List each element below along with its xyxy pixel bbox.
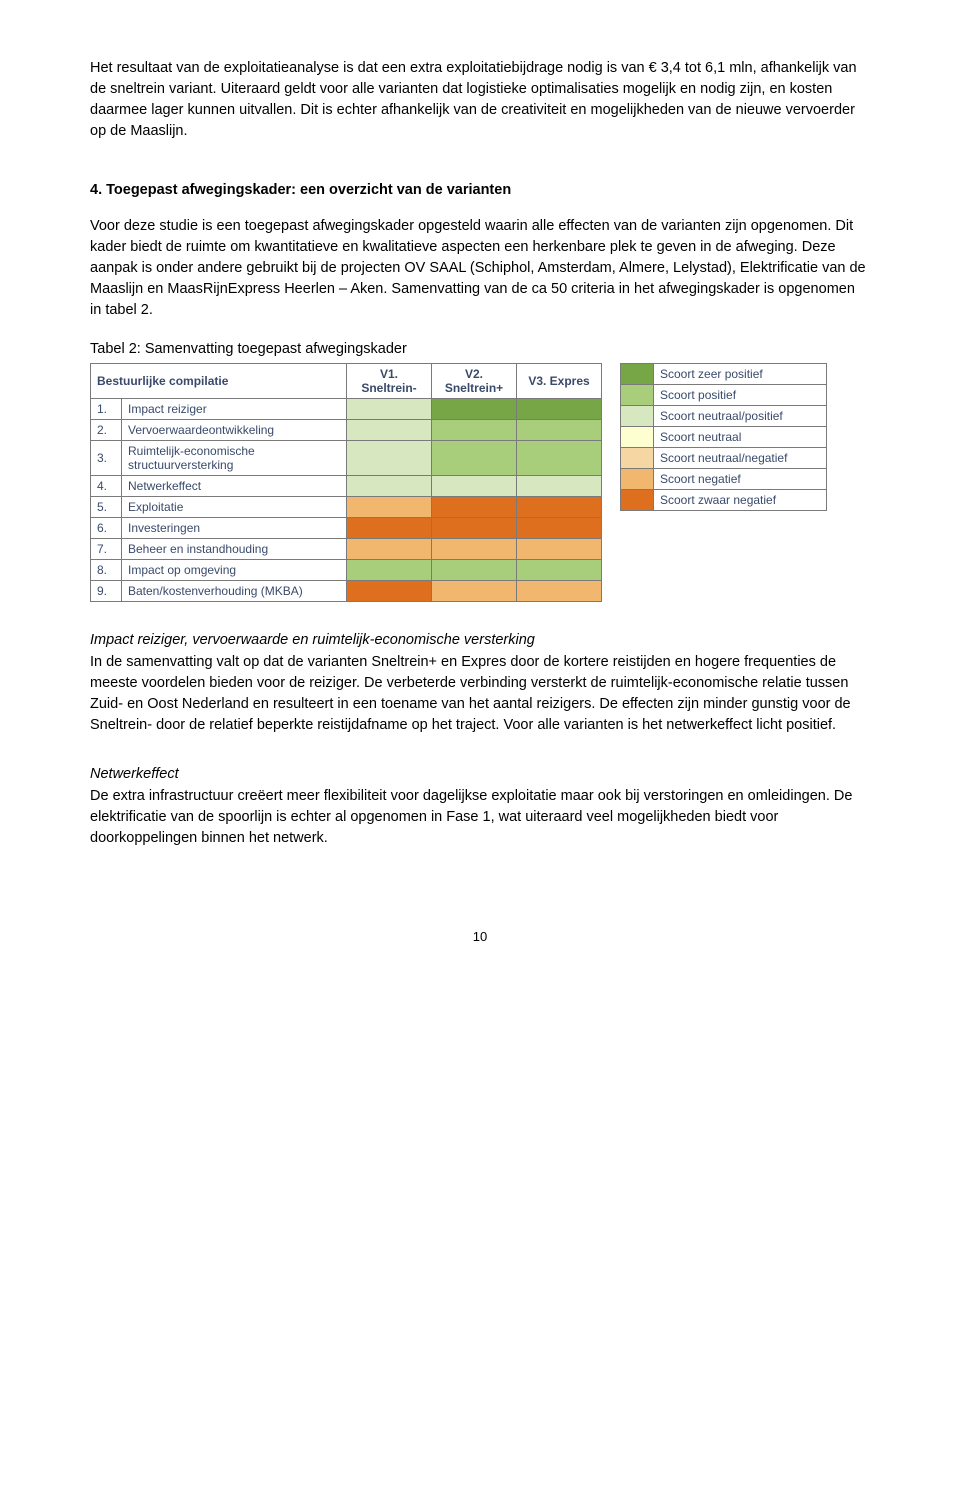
table-row: 3.Ruimtelijk-economische structuurverste…	[91, 441, 602, 476]
score-cell	[347, 581, 432, 602]
legend-label: Scoort positief	[654, 385, 827, 406]
table-row: 9.Baten/kostenverhouding (MKBA)	[91, 581, 602, 602]
legend-swatch	[621, 490, 654, 511]
table-row: 8.Impact op omgeving	[91, 560, 602, 581]
row-label: Impact reiziger	[122, 399, 347, 420]
legend-row: Scoort neutraal/negatief	[621, 448, 827, 469]
document-page: Het resultaat van de exploitatieanalyse …	[0, 0, 960, 984]
subsection-impact-reiziger-paragraph: In de samenvatting valt op dat de varian…	[90, 652, 870, 736]
intro-paragraph: Het resultaat van de exploitatieanalyse …	[90, 58, 870, 142]
score-cell	[432, 518, 517, 539]
legend-label: Scoort zwaar negatief	[654, 490, 827, 511]
row-label: Investeringen	[122, 518, 347, 539]
row-label: Ruimtelijk-economische structuurversterk…	[122, 441, 347, 476]
score-cell	[347, 518, 432, 539]
section-4-paragraph: Voor deze studie is een toegepast afwegi…	[90, 216, 870, 321]
page-number: 10	[90, 929, 870, 944]
score-cell	[517, 539, 602, 560]
legend-row: Scoort neutraal/positief	[621, 406, 827, 427]
afwegingskader-table: Bestuurlijke compilatie V1. Sneltrein- V…	[90, 363, 602, 602]
legend-row: Scoort negatief	[621, 469, 827, 490]
row-number: 6.	[91, 518, 122, 539]
score-cell	[347, 441, 432, 476]
legend-swatch	[621, 469, 654, 490]
legend-swatch	[621, 406, 654, 427]
row-label: Vervoerwaardeontwikkeling	[122, 420, 347, 441]
table-row: 4.Netwerkeffect	[91, 476, 602, 497]
score-cell	[347, 497, 432, 518]
score-cell	[517, 497, 602, 518]
legend-table: Scoort zeer positiefScoort positiefScoor…	[620, 363, 827, 511]
score-cell	[432, 476, 517, 497]
row-number: 3.	[91, 441, 122, 476]
row-number: 7.	[91, 539, 122, 560]
score-cell	[432, 497, 517, 518]
table-row: 7.Beheer en instandhouding	[91, 539, 602, 560]
legend-swatch	[621, 364, 654, 385]
subheading-impact-reiziger: Impact reiziger, vervoerwaarde en ruimte…	[90, 632, 870, 648]
table-header-compilatie: Bestuurlijke compilatie	[91, 364, 347, 399]
legend-label: Scoort negatief	[654, 469, 827, 490]
score-cell	[517, 581, 602, 602]
row-label: Baten/kostenverhouding (MKBA)	[122, 581, 347, 602]
score-cell	[517, 518, 602, 539]
legend-row: Scoort zeer positief	[621, 364, 827, 385]
subsection-netwerkeffect-paragraph: De extra infrastructuur creëert meer fle…	[90, 786, 870, 849]
table-and-legend-row: Bestuurlijke compilatie V1. Sneltrein- V…	[90, 363, 870, 602]
row-number: 8.	[91, 560, 122, 581]
table-row: 1.Impact reiziger	[91, 399, 602, 420]
row-number: 2.	[91, 420, 122, 441]
score-cell	[347, 560, 432, 581]
score-cell	[432, 399, 517, 420]
legend-row: Scoort neutraal	[621, 427, 827, 448]
score-cell	[347, 420, 432, 441]
table-header-v2: V2. Sneltrein+	[432, 364, 517, 399]
row-label: Beheer en instandhouding	[122, 539, 347, 560]
score-cell	[517, 441, 602, 476]
score-cell	[432, 539, 517, 560]
legend-label: Scoort neutraal/positief	[654, 406, 827, 427]
table-row: 5.Exploitatie	[91, 497, 602, 518]
table-2-caption: Tabel 2: Samenvatting toegepast afweging…	[90, 341, 870, 357]
score-cell	[347, 539, 432, 560]
legend-row: Scoort zwaar negatief	[621, 490, 827, 511]
score-cell	[432, 581, 517, 602]
row-label: Exploitatie	[122, 497, 347, 518]
score-cell	[517, 476, 602, 497]
score-cell	[347, 476, 432, 497]
legend-label: Scoort zeer positief	[654, 364, 827, 385]
legend-row: Scoort positief	[621, 385, 827, 406]
legend-label: Scoort neutraal	[654, 427, 827, 448]
score-cell	[347, 399, 432, 420]
subheading-netwerkeffect: Netwerkeffect	[90, 766, 870, 782]
table-row: 6.Investeringen	[91, 518, 602, 539]
legend-swatch	[621, 448, 654, 469]
row-label: Impact op omgeving	[122, 560, 347, 581]
score-cell	[432, 560, 517, 581]
legend-swatch	[621, 385, 654, 406]
row-number: 5.	[91, 497, 122, 518]
score-cell	[517, 420, 602, 441]
score-cell	[432, 441, 517, 476]
row-label: Netwerkeffect	[122, 476, 347, 497]
score-cell	[517, 560, 602, 581]
table-header-v1: V1. Sneltrein-	[347, 364, 432, 399]
table-header-v3: V3. Expres	[517, 364, 602, 399]
section-heading-4: 4. Toegepast afwegingskader: een overzic…	[90, 182, 870, 198]
row-number: 9.	[91, 581, 122, 602]
row-number: 4.	[91, 476, 122, 497]
legend-swatch	[621, 427, 654, 448]
score-cell	[517, 399, 602, 420]
table-row: 2.Vervoerwaardeontwikkeling	[91, 420, 602, 441]
score-cell	[432, 420, 517, 441]
row-number: 1.	[91, 399, 122, 420]
legend-label: Scoort neutraal/negatief	[654, 448, 827, 469]
